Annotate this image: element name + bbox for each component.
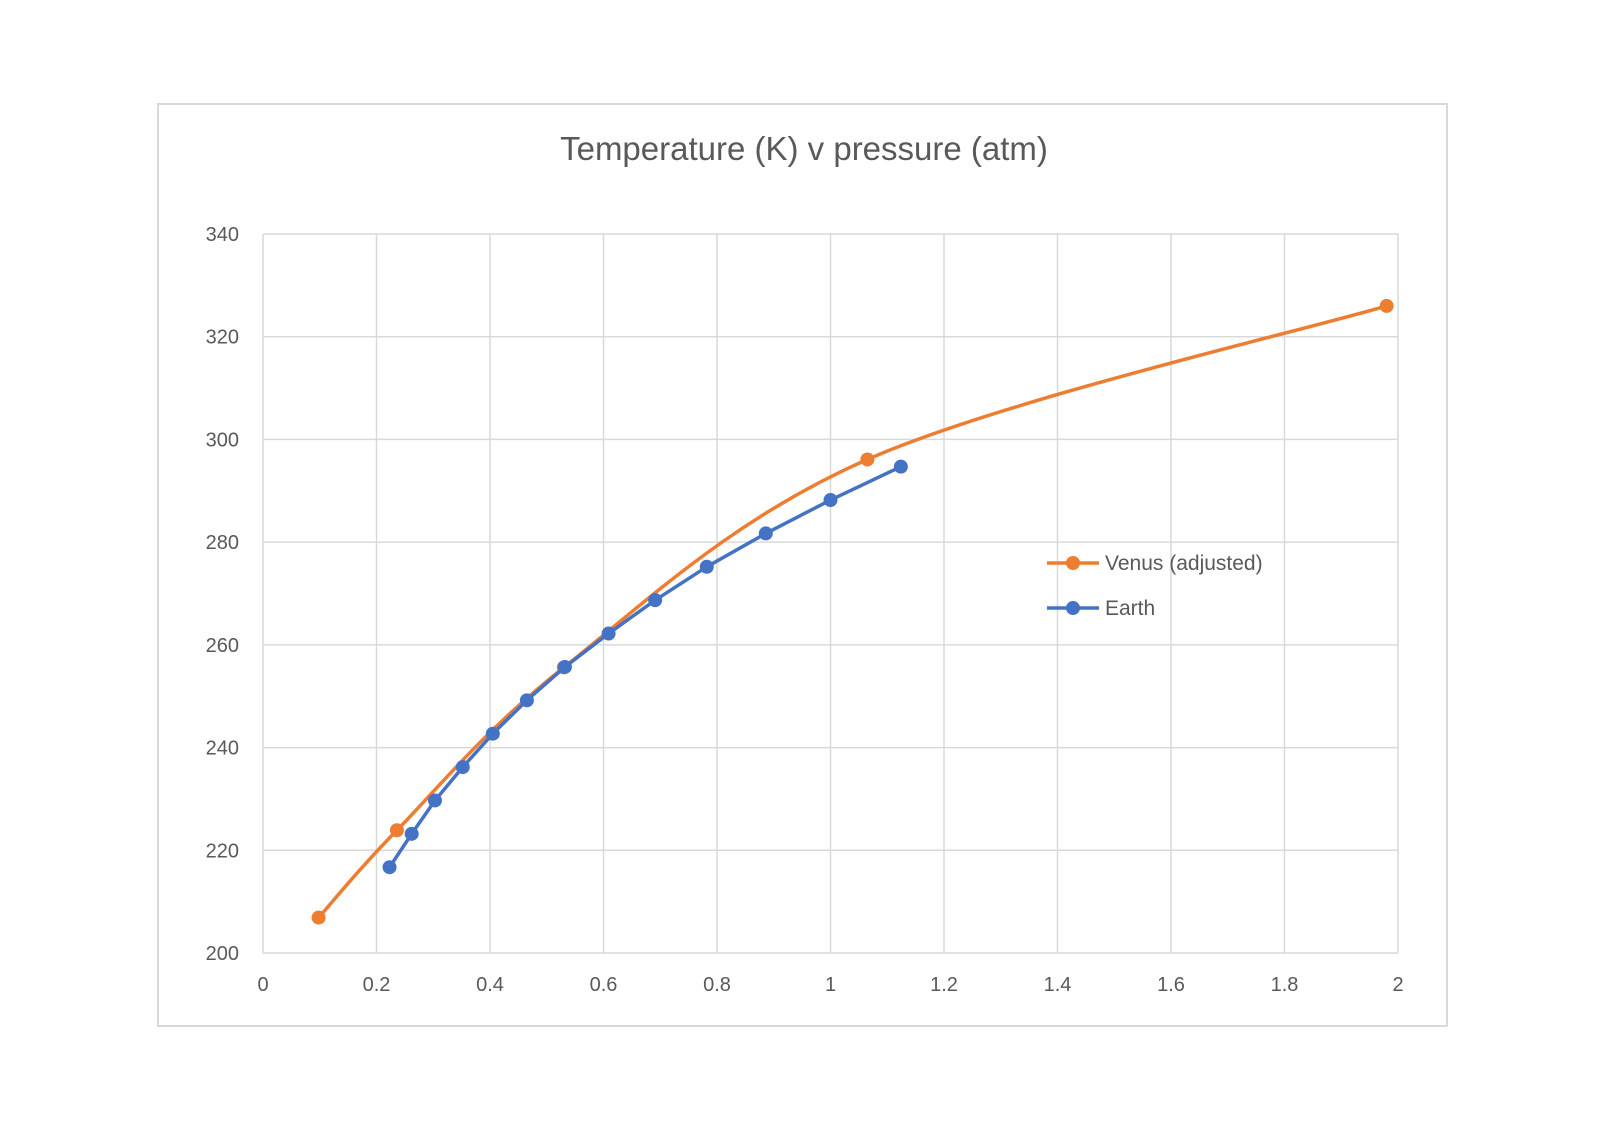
legend-item: Venus (adjusted) <box>1047 552 1263 575</box>
legend-label: Venus (adjusted) <box>1105 552 1263 575</box>
axes: 0 0.2 0.4 0.6 0.8 1 1.2 1.4 1.6 1.8 2 200 220 240 260 2… <box>206 224 1404 996</box>
legend-label: Earth <box>1105 597 1155 620</box>
x-tick-label: 1 <box>825 974 836 996</box>
data-point <box>382 860 397 875</box>
data-point <box>455 760 470 775</box>
chart-title: Temperature (K) v pressure (atm) <box>560 130 1048 167</box>
x-tick-label: 0 <box>257 974 268 996</box>
data-point <box>389 823 404 838</box>
x-tick-label: 0.8 <box>703 974 731 996</box>
data-point <box>601 626 616 641</box>
chart-area: Temperature (K) v pressure (atm) 0 0.2 0.4… <box>157 103 1448 1027</box>
data-point <box>648 593 663 608</box>
y-tick-label: 340 <box>206 224 239 246</box>
y-tick-label: 280 <box>206 532 239 554</box>
y-tick-label: 300 <box>206 429 239 451</box>
data-point <box>485 726 500 741</box>
x-tick-label: 1.8 <box>1271 974 1299 996</box>
data-point <box>893 459 908 474</box>
y-tick-label: 320 <box>206 327 239 349</box>
grid <box>262 233 1399 954</box>
y-tick-label: 240 <box>206 738 239 760</box>
data-point <box>823 493 838 508</box>
legend: Venus (adjusted) Earth <box>1047 552 1263 620</box>
data-point <box>519 693 534 708</box>
y-tick-label: 200 <box>206 943 239 965</box>
data-point <box>427 793 442 808</box>
data-point <box>699 559 714 574</box>
data-point <box>758 526 773 541</box>
series-0 <box>311 298 1394 925</box>
data-point <box>1379 298 1394 313</box>
data-point <box>557 659 572 674</box>
legend-marker <box>1066 601 1080 615</box>
data-point <box>860 452 875 467</box>
x-tick-label: 0.2 <box>363 974 391 996</box>
y-tick-label: 260 <box>206 635 239 657</box>
series-layer <box>311 298 1394 925</box>
series-line <box>387 464 903 869</box>
data-point <box>311 910 326 925</box>
x-tick-label: 0.6 <box>590 974 618 996</box>
chart-svg: Temperature (K) v pressure (atm) 0 0.2 0.4… <box>206 130 1404 996</box>
data-point <box>404 826 419 841</box>
x-tick-label: 1.6 <box>1157 974 1185 996</box>
series-1 <box>382 459 908 875</box>
x-tick-label: 1.4 <box>1044 974 1072 996</box>
x-tick-label: 0.4 <box>476 974 504 996</box>
x-tick-label: 2 <box>1392 974 1403 996</box>
series-line <box>316 304 1389 920</box>
legend-marker <box>1066 556 1080 570</box>
x-tick-label: 1.2 <box>930 974 958 996</box>
legend-item: Earth <box>1047 597 1155 620</box>
y-tick-label: 220 <box>206 840 239 862</box>
